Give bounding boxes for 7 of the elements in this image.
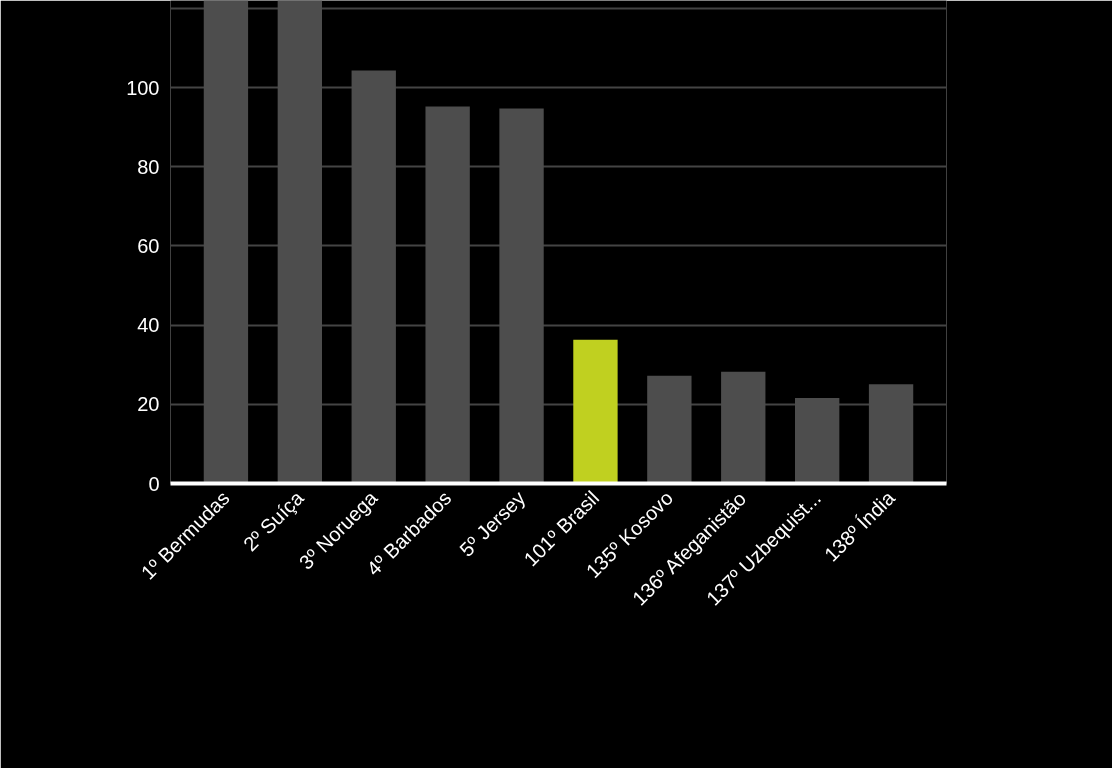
bar (573, 339, 618, 484)
y-tick-label: 80 (137, 155, 160, 178)
y-tick-label: 100 (126, 76, 160, 99)
y-tick-label: 60 (137, 234, 160, 257)
y-tick-label: 20 (137, 393, 160, 416)
y-tick-label: 0 (148, 472, 160, 495)
y-tick-label: 40 (137, 314, 160, 337)
